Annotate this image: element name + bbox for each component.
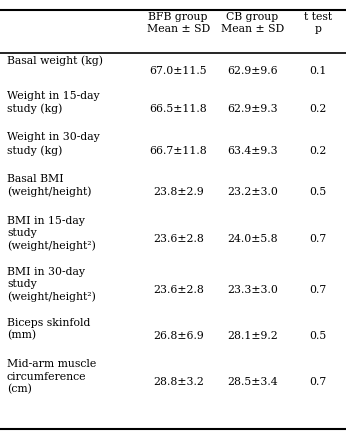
Text: 23.2±3.0: 23.2±3.0 — [227, 187, 278, 197]
Text: 0.7: 0.7 — [310, 233, 327, 244]
Text: 23.8±2.9: 23.8±2.9 — [153, 187, 203, 197]
Text: Basal weight (kg): Basal weight (kg) — [7, 55, 103, 66]
Text: Weight in 30-day
study (kg): Weight in 30-day study (kg) — [7, 132, 100, 155]
Text: 63.4±9.3: 63.4±9.3 — [227, 145, 278, 156]
Text: Basal BMI
(weight/height): Basal BMI (weight/height) — [7, 174, 91, 197]
Text: 62.9±9.3: 62.9±9.3 — [227, 104, 278, 114]
Text: 0.5: 0.5 — [310, 331, 327, 341]
Text: 23.6±2.8: 23.6±2.8 — [153, 233, 204, 244]
Text: 66.7±11.8: 66.7±11.8 — [149, 145, 207, 156]
Text: 0.7: 0.7 — [310, 284, 327, 295]
Text: 62.9±9.6: 62.9±9.6 — [227, 65, 278, 76]
Text: 66.5±11.8: 66.5±11.8 — [149, 104, 207, 114]
Text: 28.1±9.2: 28.1±9.2 — [227, 331, 278, 341]
Text: 0.7: 0.7 — [310, 377, 327, 388]
Text: 28.5±3.4: 28.5±3.4 — [227, 377, 278, 388]
Text: BFB group
Mean ± SD: BFB group Mean ± SD — [147, 12, 210, 34]
Text: t test
p: t test p — [304, 12, 333, 34]
Text: 23.6±2.8: 23.6±2.8 — [153, 284, 204, 295]
Text: Weight in 15-day
study (kg): Weight in 15-day study (kg) — [7, 91, 100, 114]
Text: 26.8±6.9: 26.8±6.9 — [153, 331, 203, 341]
Text: BMI in 30-day
study
(weight/height²): BMI in 30-day study (weight/height²) — [7, 267, 96, 302]
Text: 0.1: 0.1 — [310, 65, 327, 76]
Text: 0.2: 0.2 — [310, 145, 327, 156]
Text: 0.2: 0.2 — [310, 104, 327, 114]
Text: 67.0±11.5: 67.0±11.5 — [149, 65, 207, 76]
Text: 24.0±5.8: 24.0±5.8 — [227, 233, 278, 244]
Text: 28.8±3.2: 28.8±3.2 — [153, 377, 204, 388]
Text: 23.3±3.0: 23.3±3.0 — [227, 284, 278, 295]
Text: CB group
Mean ± SD: CB group Mean ± SD — [221, 12, 284, 34]
Text: BMI in 15-day
study
(weight/height²): BMI in 15-day study (weight/height²) — [7, 216, 96, 251]
Text: Biceps skinfold
(mm): Biceps skinfold (mm) — [7, 318, 90, 341]
Text: Mid-arm muscle
circumference
(cm): Mid-arm muscle circumference (cm) — [7, 359, 96, 394]
Text: 0.5: 0.5 — [310, 187, 327, 197]
